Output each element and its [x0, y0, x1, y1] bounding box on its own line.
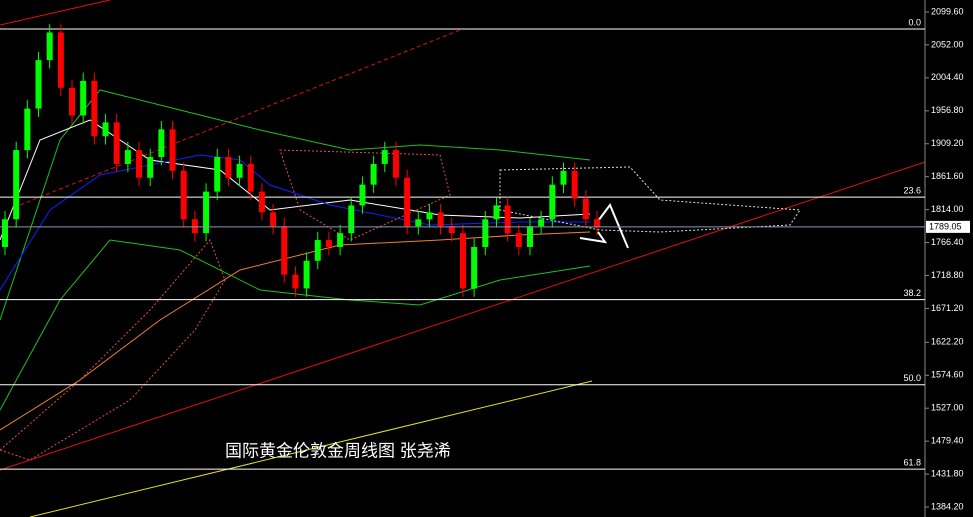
- candle-body: [482, 219, 489, 247]
- y-tick-label: 1718.80: [931, 270, 964, 280]
- ma-line: [29, 380, 593, 517]
- last-price-box: [926, 220, 970, 233]
- y-tick-label: 1431.80: [931, 468, 964, 478]
- candle-body: [270, 212, 277, 227]
- candle-body: [136, 150, 143, 178]
- candle-body: [281, 226, 288, 275]
- y-tick-label: 1861.60: [931, 171, 964, 181]
- candle-body: [13, 150, 20, 220]
- fib-label: 23.6: [903, 186, 921, 196]
- candle-body: [359, 184, 366, 206]
- candle-body: [124, 150, 131, 164]
- y-tick-label: 2052.00: [931, 39, 964, 49]
- y-tick-label: 1956.80: [931, 105, 964, 115]
- y-tick-label: 1671.20: [931, 303, 964, 313]
- candle-body: [191, 219, 198, 234]
- candle-body: [2, 219, 8, 247]
- candle-body: [325, 240, 332, 247]
- fib-label: 0.0: [908, 17, 921, 27]
- candle-body: [158, 129, 165, 158]
- y-tick-label: 1766.40: [931, 237, 964, 247]
- arrow: [579, 231, 608, 244]
- candle-body: [493, 205, 500, 220]
- candle-body: [594, 219, 600, 227]
- candle-body: [448, 226, 455, 234]
- candle-body: [504, 205, 511, 234]
- fib-label: 61.8: [903, 457, 921, 467]
- candle-body: [24, 108, 31, 151]
- arrow: [594, 203, 629, 249]
- band-line: [0, 89, 591, 321]
- trend-line: [19, 29, 461, 206]
- candle-body: [314, 240, 321, 261]
- candle-body: [147, 157, 154, 178]
- candle-body: [247, 163, 254, 192]
- candle-body: [236, 163, 243, 178]
- candle-body: [203, 191, 210, 234]
- candle-body: [113, 122, 120, 164]
- candle-body: [80, 80, 87, 116]
- candle-body: [426, 212, 433, 220]
- candle-body: [381, 150, 388, 164]
- candle-body: [57, 32, 64, 88]
- ma-line: [0, 119, 591, 241]
- candle-body: [370, 163, 377, 185]
- candle-body: [292, 274, 299, 289]
- candle-body: [538, 219, 545, 227]
- cloud: [499, 166, 801, 233]
- candle-body: [571, 170, 578, 199]
- y-tick-label: 1909.20: [931, 138, 964, 148]
- candle-body: [560, 170, 567, 185]
- candle-body: [348, 205, 355, 234]
- candle-body: [169, 129, 176, 171]
- candle-body: [404, 177, 411, 227]
- ma-line: [0, 231, 591, 431]
- candle-body: [582, 198, 589, 220]
- candle-body: [214, 157, 221, 192]
- candle-body: [415, 219, 422, 227]
- last-price-label: 1789.05: [929, 221, 962, 231]
- candle-body: [102, 122, 109, 137]
- y-tick-label: 2004.40: [931, 72, 964, 82]
- candle-body: [459, 233, 466, 289]
- candle-body: [46, 32, 53, 61]
- fib-label: 38.2: [903, 288, 921, 298]
- y-tick-label: 1574.60: [931, 370, 964, 380]
- chart-title: 国际黄金伦敦金周线图 张尧浠: [225, 441, 451, 460]
- candle-body: [526, 226, 533, 247]
- candle-body: [392, 150, 399, 178]
- candle-body: [180, 170, 187, 220]
- y-tick-label: 1527.00: [931, 403, 964, 413]
- cloud: [279, 149, 451, 241]
- y-tick-label: 1814.00: [931, 204, 964, 214]
- candle-body: [337, 233, 344, 247]
- y-tick-label: 1479.40: [931, 436, 964, 446]
- trend-line: [0, 0, 111, 26]
- candle-body: [437, 212, 444, 227]
- y-tick-label: 2099.60: [931, 6, 964, 16]
- trend-line: [0, 161, 926, 471]
- y-tick-label: 1622.20: [931, 337, 964, 347]
- y-tick-label: 1384.20: [931, 501, 964, 511]
- candle-body: [303, 260, 310, 289]
- candle-body: [225, 157, 232, 178]
- candle-body: [549, 184, 556, 220]
- ma-line: [0, 154, 590, 291]
- fib-label: 50.0: [903, 373, 921, 383]
- candle-body: [515, 233, 522, 247]
- cloud: [0, 239, 226, 461]
- candle-body: [258, 191, 265, 213]
- candle-body: [91, 80, 98, 137]
- price-axis: [925, 0, 973, 517]
- candle-body: [471, 246, 478, 289]
- candle-body: [69, 87, 76, 116]
- candle-body: [35, 60, 42, 109]
